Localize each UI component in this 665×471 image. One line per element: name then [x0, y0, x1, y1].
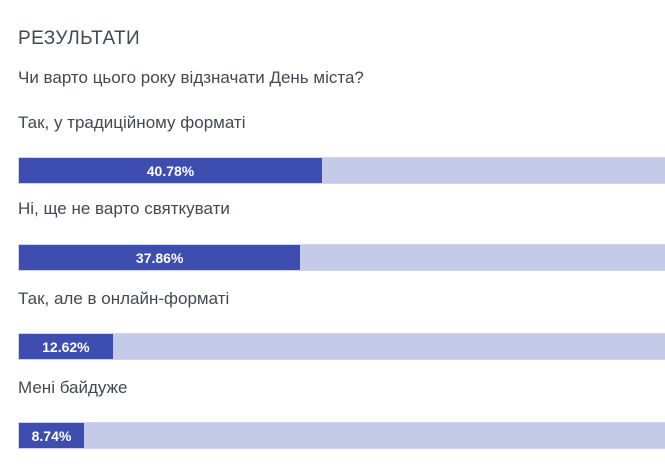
result-bar-fill: 12.62% — [19, 334, 113, 359]
result-bar-fill: 8.74% — [19, 423, 84, 448]
result-bar-value: 8.74% — [31, 427, 72, 444]
result-bar-track: 37.86% — [18, 244, 665, 271]
result-bar-track: 12.62% — [18, 333, 665, 360]
poll-option-label: Так, у традиційному форматі — [18, 113, 246, 132]
result-bar-track: 8.74% — [18, 422, 665, 449]
result-bar-fill: 37.86% — [19, 245, 301, 270]
poll-results-heading: РЕЗУЛЬТАТИ — [18, 28, 141, 49]
result-bar-value: 37.86% — [135, 249, 184, 266]
result-bar-fill: 40.78% — [19, 158, 322, 183]
result-bar-value: 12.62% — [42, 338, 90, 355]
poll-option-label: Ні, ще не варто святкувати — [18, 199, 230, 218]
result-bar-value: 40.78% — [146, 162, 195, 179]
poll-question: Чи варто цього року відзначати День міст… — [18, 68, 364, 87]
poll-option-label: Так, але в онлайн-форматі — [18, 289, 230, 308]
result-bar-track: 40.78% — [18, 157, 665, 184]
poll-option-label: Мені байдуже — [18, 378, 128, 397]
